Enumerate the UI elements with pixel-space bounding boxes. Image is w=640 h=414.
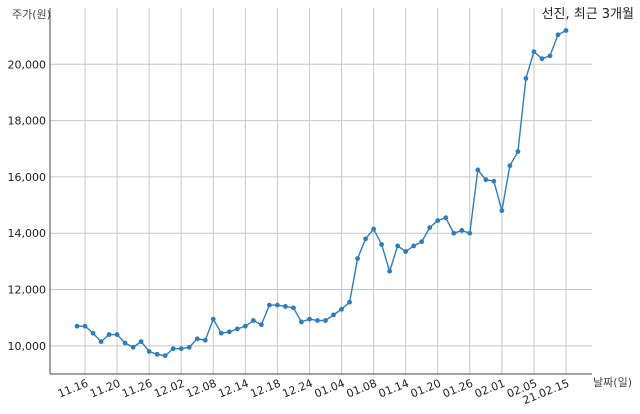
data-point <box>218 330 224 336</box>
data-point <box>323 318 328 323</box>
data-point <box>106 332 112 337</box>
data-point <box>339 306 344 312</box>
data-point <box>210 316 216 322</box>
data-point <box>387 268 393 274</box>
axes <box>49 8 592 375</box>
data-point <box>475 167 481 173</box>
data-point <box>539 56 545 62</box>
x-tick-label: 11.20 <box>88 377 122 401</box>
x-tick-label: 01.08 <box>345 377 379 401</box>
data-point <box>363 236 368 242</box>
x-tick-label: 12.18 <box>248 377 282 401</box>
grid-lines <box>50 8 592 374</box>
x-tick-label: 01.26 <box>441 377 475 401</box>
data-point <box>266 302 272 308</box>
data-point <box>331 312 336 318</box>
data-point <box>347 299 352 305</box>
data-point <box>234 326 240 332</box>
data-point <box>74 323 80 329</box>
y-tick-label: 16,000 <box>8 171 47 184</box>
x-tick-label: 01.04 <box>313 377 347 401</box>
data-point <box>435 218 441 223</box>
x-tick-label: 12.14 <box>216 377 250 401</box>
data-point <box>154 351 160 357</box>
data-point <box>443 215 449 221</box>
tick-labels: 10,000 12,000 14,000 16,000 18,000 20,000 11.1… <box>8 58 572 407</box>
data-point <box>202 337 208 343</box>
x-tick-label: 12.08 <box>184 377 218 401</box>
y-tick-label: 20,000 <box>8 58 47 71</box>
x-tick-label: 12.24 <box>281 377 315 401</box>
chart-title: 선진, 최근 3개월 <box>542 7 634 22</box>
data-point <box>467 230 473 236</box>
data-point <box>563 28 569 33</box>
data-point <box>82 323 88 329</box>
data-point <box>523 75 529 81</box>
series-line <box>77 29 567 357</box>
data-point <box>250 318 256 323</box>
data-point <box>379 242 385 247</box>
data-point <box>299 319 304 325</box>
data-point <box>178 346 184 352</box>
data-point <box>242 323 248 329</box>
data-point <box>162 353 168 359</box>
data-point <box>114 332 120 337</box>
y-tick-label: 18,000 <box>8 115 47 128</box>
y-tick-label: 14,000 <box>8 227 47 240</box>
data-point <box>122 340 128 346</box>
data-point <box>90 330 96 336</box>
y-tick-label: 10,000 <box>8 340 47 353</box>
data-point <box>258 322 264 328</box>
data-point <box>291 305 296 311</box>
data-point <box>411 243 417 249</box>
data-point <box>371 226 377 232</box>
data-point <box>355 256 360 261</box>
data-point <box>146 349 152 354</box>
data-point <box>170 346 176 352</box>
data-point <box>283 304 288 309</box>
data-point <box>226 329 232 335</box>
data-point <box>555 32 561 38</box>
x-tick-label: 12.02 <box>152 377 186 401</box>
data-point <box>403 249 409 254</box>
y-axis-title: 주가(원) <box>12 8 51 21</box>
data-point <box>130 344 136 350</box>
data-point <box>483 177 489 183</box>
data-point <box>138 339 144 345</box>
x-tick-label: 02.01 <box>473 377 507 401</box>
x-tick-label: 11.16 <box>56 377 90 401</box>
x-axis-title: 날짜(일) <box>593 375 632 389</box>
data-point <box>315 318 320 323</box>
x-tick-label: 01.20 <box>409 377 443 401</box>
data-point <box>515 149 521 154</box>
data-point <box>98 339 104 345</box>
data-point <box>395 243 401 249</box>
data-point <box>419 239 425 245</box>
data-point <box>491 178 497 184</box>
data-point <box>547 53 553 59</box>
x-tick-label: 01.14 <box>377 377 411 401</box>
data-point <box>451 230 457 236</box>
data-point <box>459 228 465 233</box>
y-tick-label: 12,000 <box>8 284 47 297</box>
data-point <box>507 163 513 169</box>
data-point <box>499 208 505 214</box>
data-point <box>275 302 280 308</box>
data-point <box>194 336 200 342</box>
x-tick-label: 11.26 <box>120 377 154 401</box>
data-point <box>186 344 192 350</box>
data-point <box>531 49 537 55</box>
data-point <box>307 316 312 322</box>
data-point <box>427 225 433 231</box>
series-layer <box>74 28 569 359</box>
